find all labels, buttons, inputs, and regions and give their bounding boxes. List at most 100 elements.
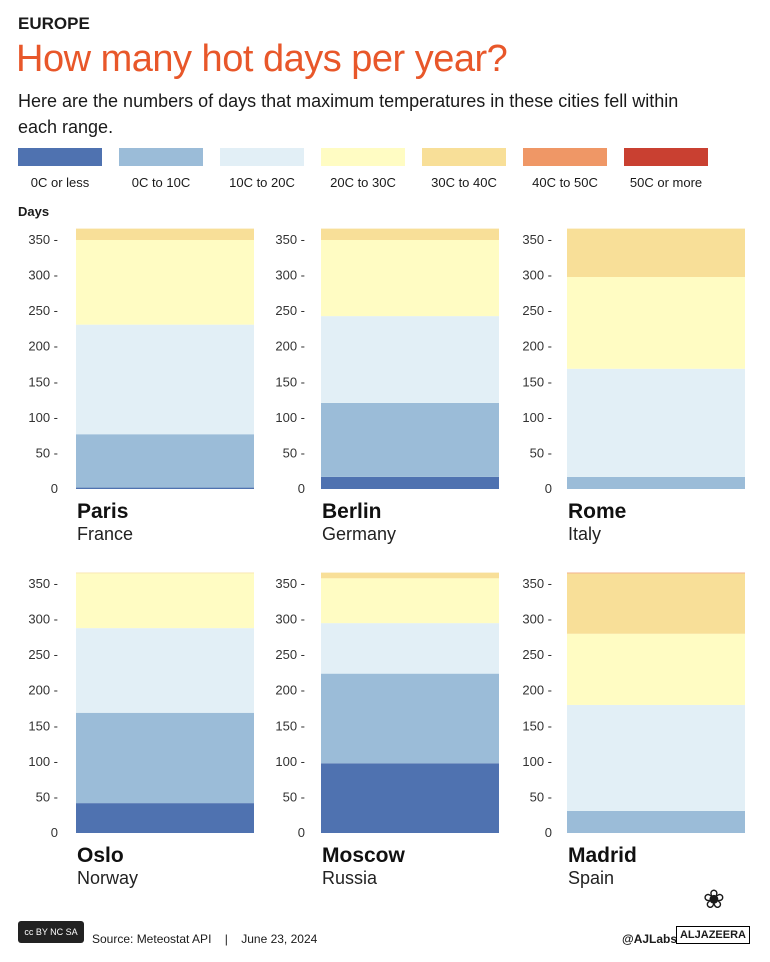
legend-label: 50C or more <box>629 175 703 190</box>
bar-segment-madrid-3 <box>567 633 745 705</box>
y-tick-label: 0 <box>545 481 552 496</box>
legend-label: 20C to 30C <box>330 175 396 190</box>
bar-segment-madrid-1 <box>567 810 745 833</box>
bar-segment-paris-3 <box>76 240 254 325</box>
y-tick-label: 100 - <box>522 754 552 769</box>
country-name: Norway <box>77 868 138 888</box>
y-tick-label: 350 - <box>28 576 58 591</box>
legend-item: 0C to 10C <box>119 148 203 190</box>
country-name: France <box>77 524 133 544</box>
country-name: Russia <box>322 868 378 888</box>
bar-segment-berlin-2 <box>321 316 499 403</box>
legend-item: 30C to 40C <box>422 148 506 190</box>
bar-segment-madrid-5 <box>567 572 745 574</box>
country-name: Italy <box>568 524 601 544</box>
city-name: Berlin <box>322 500 382 523</box>
y-tick-label: 0 <box>51 481 58 496</box>
kicker: EUROPE <box>18 14 90 33</box>
bar-segment-moscow-4 <box>321 572 499 579</box>
legend-item: 10C to 20C <box>220 148 304 190</box>
bar-segment-moscow-3 <box>321 578 499 624</box>
bar-segment-paris-0 <box>76 487 254 489</box>
legend-label: 0C or less <box>30 175 90 190</box>
y-tick-label: 250 - <box>275 647 305 662</box>
country-name: Germany <box>322 524 396 544</box>
y-tick-label: 100 - <box>522 410 552 425</box>
bar-segment-rome-4 <box>567 228 745 277</box>
y-tick-label: 150 - <box>28 718 58 733</box>
bar-segment-moscow-0 <box>321 763 499 833</box>
cc-license-icon: cc BY NC SA <box>18 921 84 943</box>
y-tick-label: 0 <box>545 825 552 840</box>
y-tick-label: 150 - <box>522 718 552 733</box>
bar-segment-madrid-4 <box>567 573 745 634</box>
y-tick-label: 100 - <box>28 410 58 425</box>
y-tick-label: 0 <box>298 481 305 496</box>
handle: @AJLabs <box>622 932 678 946</box>
y-tick-label: 200 - <box>275 339 305 354</box>
y-tick-label: 150 - <box>275 718 305 733</box>
bar-segment-oslo-0 <box>76 803 254 833</box>
bar-segment-moscow-2 <box>321 623 499 674</box>
legend-item: 0C or less <box>18 148 102 190</box>
legend-item: 50C or more <box>624 148 708 190</box>
bar-segment-paris-1 <box>76 434 254 488</box>
y-tick-label: 350 - <box>275 576 305 591</box>
city-name: Moscow <box>322 844 406 867</box>
city-name: Oslo <box>77 844 124 867</box>
y-tick-label: 200 - <box>522 339 552 354</box>
y-tick-label: 50 - <box>283 445 305 460</box>
legend-swatch <box>321 148 405 166</box>
bar-segment-oslo-3 <box>76 573 254 629</box>
legend-swatch <box>422 148 506 166</box>
y-tick-label: 300 - <box>275 268 305 283</box>
legend-swatch <box>220 148 304 166</box>
aljazeera-logo-icon: ❀ <box>703 884 725 914</box>
bar-segment-berlin-4 <box>321 228 499 240</box>
legend-label: 40C to 50C <box>532 175 598 190</box>
y-tick-label: 300 - <box>275 612 305 627</box>
legend-swatch <box>624 148 708 166</box>
bar-segment-berlin-3 <box>321 240 499 317</box>
y-tick-label: 50 - <box>530 445 552 460</box>
legend-label: 10C to 20C <box>229 175 295 190</box>
y-tick-label: 350 - <box>28 232 58 247</box>
y-tick-label: 150 - <box>522 374 552 389</box>
y-tick-label: 0 <box>51 825 58 840</box>
bar-segment-berlin-1 <box>321 402 499 477</box>
legend-swatch <box>523 148 607 166</box>
legend-swatch <box>18 148 102 166</box>
bar-segment-rome-2 <box>567 368 745 477</box>
y-tick-label: 300 - <box>28 268 58 283</box>
bar-segment-rome-3 <box>567 276 745 369</box>
country-name: Spain <box>568 868 614 888</box>
y-tick-label: 50 - <box>530 789 552 804</box>
y-tick-label: 350 - <box>275 232 305 247</box>
y-tick-label: 100 - <box>275 754 305 769</box>
bar-segment-moscow-1 <box>321 673 499 764</box>
bar-segment-berlin-0 <box>321 476 499 489</box>
y-tick-label: 300 - <box>28 612 58 627</box>
y-tick-label: 300 - <box>522 612 552 627</box>
y-tick-label: 250 - <box>522 647 552 662</box>
legend-swatch <box>119 148 203 166</box>
y-tick-label: 150 - <box>28 374 58 389</box>
legend-item: 20C to 30C <box>321 148 405 190</box>
y-tick-label: 100 - <box>28 754 58 769</box>
legend-item: 40C to 50C <box>523 148 607 190</box>
bar-segment-madrid-2 <box>567 704 745 811</box>
bar-segment-oslo-4 <box>76 572 254 574</box>
y-tick-label: 50 - <box>36 789 58 804</box>
page-title: How many hot days per year? <box>16 38 508 80</box>
y-tick-label: 350 - <box>522 576 552 591</box>
bar-segment-rome-1 <box>567 476 745 489</box>
y-tick-label: 100 - <box>275 410 305 425</box>
source: Source: Meteostat API <box>92 932 212 946</box>
legend-label: 0C to 10C <box>131 175 191 190</box>
bar-segment-paris-2 <box>76 324 254 435</box>
y-tick-label: 200 - <box>275 683 305 698</box>
y-tick-label: 0 <box>298 825 305 840</box>
legend-label: 30C to 40C <box>431 175 497 190</box>
brand: ALJAZEERA <box>675 926 750 944</box>
